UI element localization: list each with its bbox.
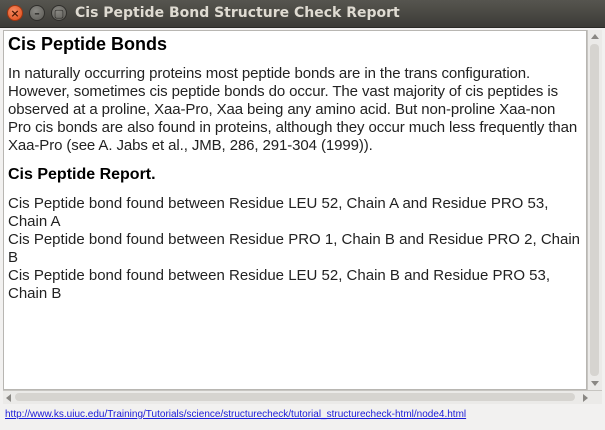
scroll-down-icon[interactable] xyxy=(591,381,599,386)
close-window-button[interactable]: × xyxy=(7,5,23,21)
scroll-left-icon[interactable] xyxy=(6,394,11,402)
finding-item: Cis Peptide bond found between Residue L… xyxy=(8,195,549,230)
finding-item: Cis Peptide bond found between Residue P… xyxy=(8,231,581,266)
document-content: Cis Peptide Bonds In naturally occurring… xyxy=(4,31,586,303)
document-viewport[interactable]: Cis Peptide Bonds In naturally occurring… xyxy=(3,30,587,390)
page-title: Cis Peptide Bonds xyxy=(8,34,168,54)
status-bar: http://www.ks.uiuc.edu/Training/Tutorial… xyxy=(0,405,605,430)
window-title: Cis Peptide Bond Structure Check Report xyxy=(75,5,400,21)
vertical-scrollbar[interactable] xyxy=(587,30,602,390)
scroll-up-icon[interactable] xyxy=(591,34,599,39)
status-url-link[interactable]: http://www.ks.uiuc.edu/Training/Tutorial… xyxy=(5,409,467,420)
title-bar: × – ▢ Cis Peptide Bond Structure Check R… xyxy=(0,0,605,28)
scroll-right-icon[interactable] xyxy=(583,394,588,402)
horizontal-scrollbar[interactable] xyxy=(3,390,602,404)
horizontal-scroll-thumb[interactable] xyxy=(15,393,575,401)
maximize-window-button[interactable]: ▢ xyxy=(51,5,67,21)
minimize-window-button[interactable]: – xyxy=(29,5,45,21)
intro-paragraph: In naturally occurring proteins most pep… xyxy=(8,65,578,154)
vertical-scroll-thumb[interactable] xyxy=(590,44,599,376)
report-heading: Cis Peptide Report. xyxy=(8,166,156,183)
finding-item: Cis Peptide bond found between Residue L… xyxy=(8,267,551,302)
